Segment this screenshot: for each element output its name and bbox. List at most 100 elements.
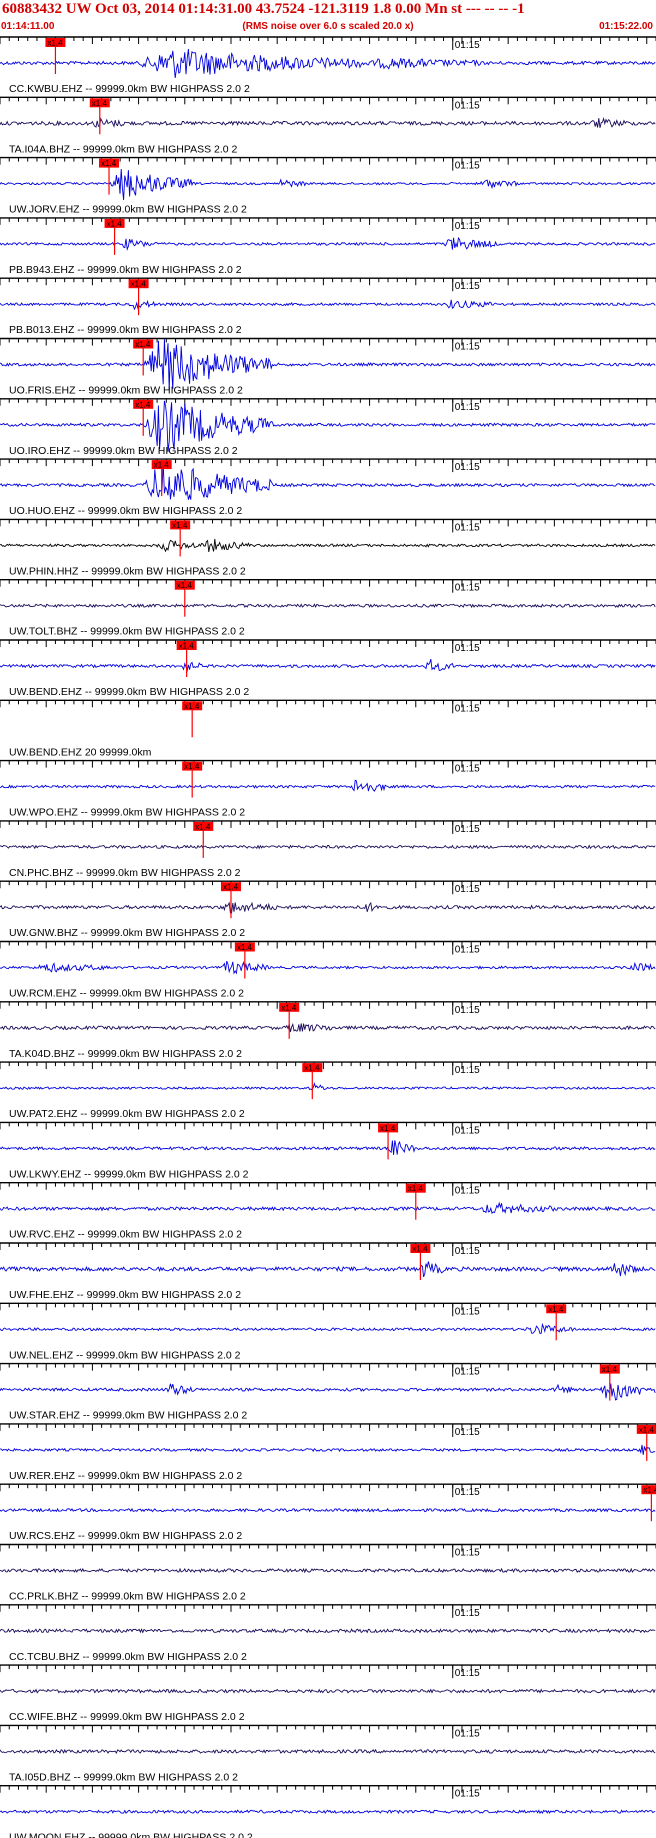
station-label: UW.PAT2.EHZ -- 99999.0km BW HIGHPASS 2.0… <box>9 1108 245 1120</box>
pick-label: x1.4 <box>107 219 123 228</box>
minute-tick-label: 01:15 <box>455 1246 480 1257</box>
minute-tick-label: 01:15 <box>455 1186 480 1197</box>
waveform-trace <box>0 1140 656 1155</box>
station-label: UW.RVC.EHZ -- 99999.0km BW HIGHPASS 2.0 … <box>9 1229 242 1241</box>
end-time-label: 01:15:22.00 <box>599 21 653 32</box>
minute-tick-label: 01:15 <box>455 1487 480 1498</box>
minute-tick-label: 01:15 <box>455 40 480 51</box>
minute-tick-label: 01:15 <box>455 1005 480 1016</box>
pick-flag <box>302 1063 323 1073</box>
pick-flag <box>104 218 125 228</box>
pick-label: x1.4 <box>172 521 188 530</box>
minute-tick-label: 01:15 <box>455 1065 480 1076</box>
pick-label: x1.4 <box>184 762 200 771</box>
trace-row: 01:15 UW.NEL.EHZ -- 99999.0km BW HIGHPASS… <box>0 1302 656 1361</box>
pick-flag <box>405 1183 426 1193</box>
pick-flag <box>128 279 149 289</box>
trace-row: 01:15 TA.K04D.BHZ -- 99999.0km BW HIGHPAS… <box>0 1001 656 1060</box>
pick-label: x1.4 <box>92 99 108 108</box>
minute-tick-label: 01:15 <box>455 1728 480 1739</box>
station-label: TA.I05D.BHZ -- 99999.0km BW HIGHPASS 2.0… <box>9 1771 238 1783</box>
minute-tick-label: 01:15 <box>455 100 480 111</box>
waveform-trace <box>0 1082 656 1091</box>
waveform-trace <box>0 1444 656 1455</box>
waveform-trace <box>0 1261 656 1278</box>
pick-flag <box>99 158 120 168</box>
waveform-trace <box>0 1022 656 1033</box>
trace-row: 01:15 UO.IRO.EHZ -- 99999.0km BW HIGHPASS… <box>0 398 656 457</box>
station-label: PB.B943.EHZ -- 99999.0km BW HIGHPASS 2.0… <box>9 264 242 276</box>
pick-flag <box>546 1304 567 1314</box>
waveform-trace <box>0 236 656 251</box>
trace-row: 01:15 UW.TOLT.BHZ -- 99999.0km BW HIGHPAS… <box>0 579 656 638</box>
minute-tick-label: 01:15 <box>455 1789 480 1800</box>
waveform-trace <box>0 779 656 792</box>
pick-label: x1.4 <box>408 1184 424 1193</box>
station-label: UW.FHE.EHZ -- 99999.0km BW HIGHPASS 2.0 … <box>9 1289 241 1301</box>
minute-tick-label: 01:15 <box>455 1548 480 1559</box>
pick-label: x1.4 <box>195 822 211 831</box>
minute-tick-label: 01:15 <box>455 703 480 714</box>
minute-tick-label: 01:15 <box>455 643 480 654</box>
station-label: UW.STAR.EHZ -- 99999.0km BW HIGHPASS 2.0… <box>9 1410 247 1422</box>
trace-row: 01:15 TA.I04A.BHZ -- 99999.0km BW HIGHPAS… <box>0 96 656 155</box>
pick-flag <box>279 1002 300 1012</box>
trace-row: 01:15 UW.PAT2.EHZ -- 99999.0km BW HIGHPAS… <box>0 1061 656 1120</box>
minute-tick-label: 01:15 <box>455 1668 480 1679</box>
pick-label: x1.4 <box>179 642 195 651</box>
waveform-trace <box>0 1507 656 1513</box>
station-label: CN.PHC.BHZ -- 99999.0km BW HIGHPASS 2.0 … <box>9 867 241 879</box>
station-label: UW.RCS.EHZ -- 99999.0km BW HIGHPASS 2.0 … <box>9 1530 242 1542</box>
trace-row: 01:15 CC.PRLK.BHZ -- 99999.0km BW HIGHPAS… <box>0 1543 656 1603</box>
trace-row: 01:15 UO.HUO.EHZ -- 99999.0km BW HIGHPASS… <box>0 458 656 517</box>
pick-flag <box>193 821 214 831</box>
waveform-trace <box>0 1809 656 1815</box>
waveform-trace <box>0 658 656 673</box>
pick-label: x1.4 <box>135 400 151 409</box>
trace-row: 01:15 CC.WIFE.BHZ -- 99999.0km BW HIGHPAS… <box>0 1664 656 1723</box>
pick-flag <box>636 1424 656 1434</box>
pick-flag <box>410 1244 431 1253</box>
minute-tick-label: 01:15 <box>455 221 480 232</box>
station-label: UO.HUO.EHZ -- 99999.0km BW HIGHPASS 2.0 … <box>9 505 242 517</box>
minute-tick-label: 01:15 <box>455 522 480 533</box>
minute-tick-label: 01:15 <box>455 945 480 956</box>
waveform-trace <box>0 116 656 128</box>
trace-row: 01:15 UO.FRIS.EHZ -- 99999.0km BW HIGHPAS… <box>0 337 656 397</box>
minute-tick-label: 01:15 <box>455 764 480 775</box>
minute-tick-label: 01:15 <box>455 583 480 594</box>
station-label: UO.IRO.EHZ -- 99999.0km BW HIGHPASS 2.0 … <box>9 445 238 457</box>
pick-flag <box>151 460 172 470</box>
waveform-trace <box>0 168 656 201</box>
waveform-trace <box>0 960 656 975</box>
waveform-trace <box>0 339 656 391</box>
minute-tick-label: 01:15 <box>455 1427 480 1438</box>
station-label: CC.WIFE.BHZ -- 99999.0km BW HIGHPASS 2.0… <box>9 1711 245 1723</box>
station-label: PB.B013.EHZ -- 99999.0km BW HIGHPASS 2.0… <box>9 324 242 336</box>
station-label: UW.PHIN.HHZ -- 99999.0km BW HIGHPASS 2.0… <box>9 565 246 577</box>
trace-row: 01:15 CC.KWBU.EHZ -- 99999.0km BW HIGHPAS… <box>0 36 656 95</box>
minute-tick-label: 01:15 <box>455 402 480 413</box>
waveform-trace <box>0 1322 656 1335</box>
minute-tick-label: 01:15 <box>455 462 480 473</box>
pick-label: x1.4 <box>47 39 63 48</box>
station-label: UW.WPO.EHZ -- 99999.0km BW HIGHPASS 2.0 … <box>9 807 245 819</box>
waveform-trace <box>0 299 656 311</box>
trace-row: 01:15 UW.FHE.EHZ -- 99999.0km BW HIGHPASS… <box>0 1242 656 1301</box>
station-label: UW.RCM.EHZ -- 99999.0km BW HIGHPASS 2.0 … <box>9 988 244 1000</box>
pick-label: x1.4 <box>643 1486 656 1495</box>
trace-row: 01:15 UW.BEND.EHZ 20 99999.0km x1.4 <box>0 699 656 758</box>
rms-noise-note: (RMS noise over 6.0 s scaled 20.0 x) <box>242 21 414 32</box>
pick-label: x1.4 <box>184 702 200 711</box>
minute-tick-label: 01:15 <box>455 1367 480 1378</box>
pick-label: x1.4 <box>281 1003 297 1012</box>
trace-row: 01:15 UW.JORV.EHZ -- 99999.0km BW HIGHPAS… <box>0 156 656 216</box>
trace-row: 01:15 PB.B943.EHZ -- 99999.0km BW HIGHPAS… <box>0 217 656 276</box>
trace-row: 01:15 UW.RER.EHZ -- 99999.0km BW HIGHPASS… <box>0 1423 656 1482</box>
station-label: CC.TCBU.BHZ -- 99999.0km BW HIGHPASS 2.0… <box>9 1651 247 1663</box>
waveform-trace <box>0 462 656 500</box>
station-label: UW.BEND.EHZ -- 99999.0km BW HIGHPASS 2.0… <box>9 686 249 698</box>
seismogram-plot: 01:15 CC.KWBU.EHZ -- 99999.0km BW HIGHPAS… <box>0 36 656 1838</box>
waveform-trace <box>0 1201 656 1214</box>
minute-tick-label: 01:15 <box>455 884 480 895</box>
